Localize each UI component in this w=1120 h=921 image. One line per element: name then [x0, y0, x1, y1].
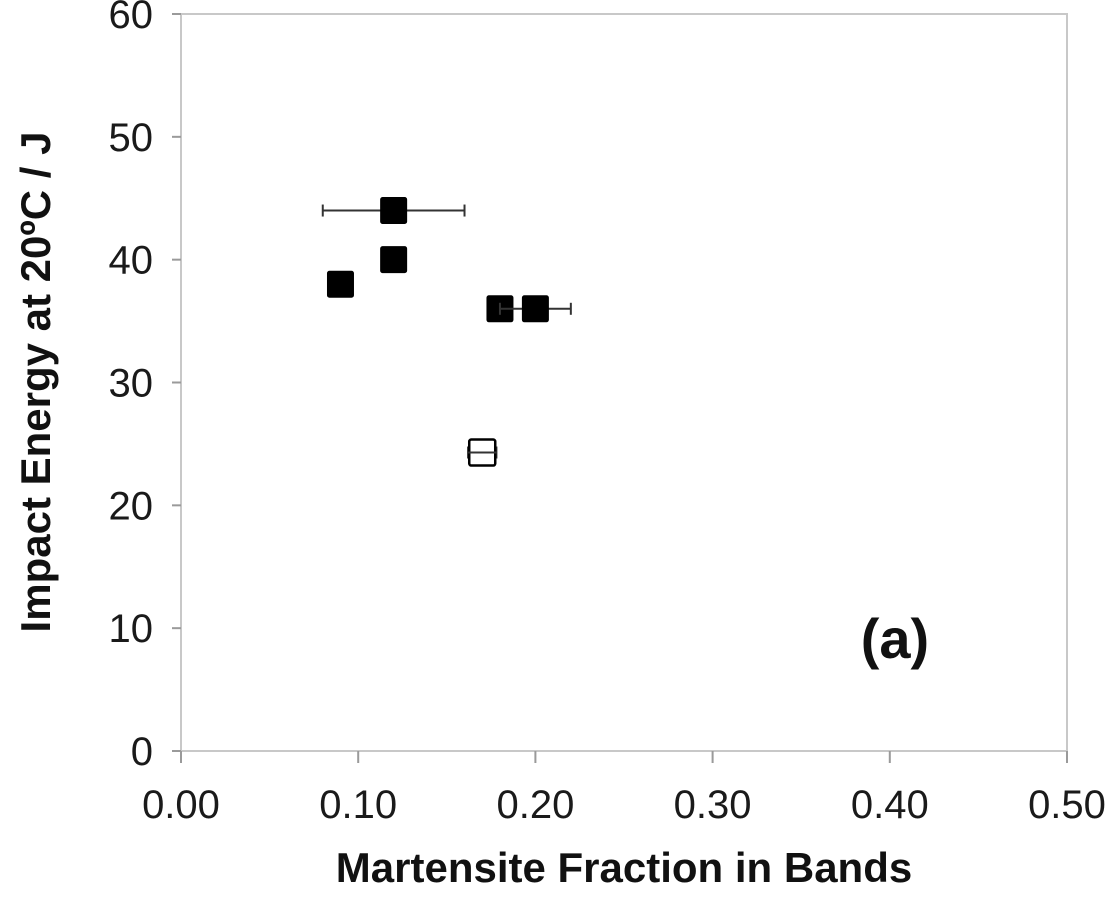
filled-square-point: [380, 197, 408, 225]
x-tick-label: 0.20: [496, 783, 574, 827]
x-tick-label: 0.10: [319, 783, 397, 827]
y-axis-title: Impact Energy at 20ºC / J: [12, 132, 59, 633]
y-tick-label: 0: [131, 730, 153, 774]
data-points: [321, 197, 572, 467]
filled-square-point: [521, 295, 549, 323]
filled-square-point: [326, 270, 354, 298]
y-tick-label: 30: [109, 362, 154, 406]
x-axis-title: Martensite Fraction in Bands: [336, 844, 912, 891]
y-tick-label: 60: [109, 0, 154, 37]
x-tick-label: 0.00: [142, 783, 220, 827]
x-tick-label: 0.40: [851, 783, 929, 827]
panel-label: (a): [861, 607, 929, 670]
x-axis: 0.00 0.10 0.20 0.30 0.40 0.50: [142, 751, 1106, 827]
plot-area: [180, 13, 1068, 752]
y-axis: 0 10 20 30 40 50 60: [109, 0, 181, 774]
y-tick-label: 40: [109, 239, 154, 283]
x-tick-label: 0.50: [1028, 783, 1106, 827]
x-tick-label: 0.30: [674, 783, 752, 827]
y-tick-label: 50: [109, 116, 154, 160]
y-tick-label: 20: [109, 484, 154, 528]
y-tick-label: 10: [109, 607, 154, 651]
filled-square-point: [380, 246, 408, 274]
